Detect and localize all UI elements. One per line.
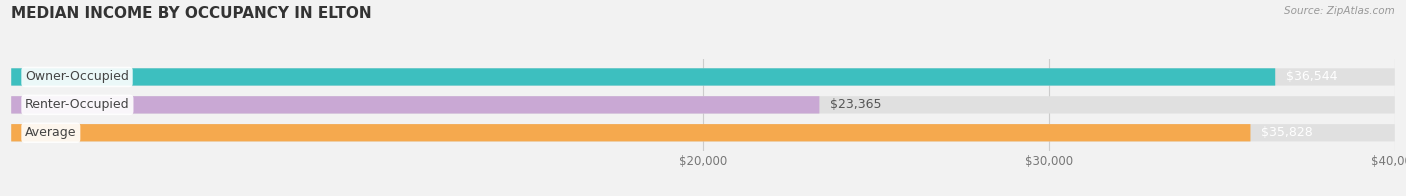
FancyBboxPatch shape: [11, 96, 1395, 113]
Text: Average: Average: [25, 126, 76, 139]
Text: $36,544: $36,544: [1285, 70, 1337, 83]
Text: Owner-Occupied: Owner-Occupied: [25, 70, 129, 83]
FancyBboxPatch shape: [11, 96, 820, 113]
Text: MEDIAN INCOME BY OCCUPANCY IN ELTON: MEDIAN INCOME BY OCCUPANCY IN ELTON: [11, 6, 371, 21]
FancyBboxPatch shape: [11, 68, 1275, 86]
Text: $35,828: $35,828: [1261, 126, 1313, 139]
FancyBboxPatch shape: [11, 68, 1395, 86]
Text: Source: ZipAtlas.com: Source: ZipAtlas.com: [1284, 6, 1395, 16]
FancyBboxPatch shape: [11, 124, 1250, 142]
Text: $23,365: $23,365: [830, 98, 882, 111]
FancyBboxPatch shape: [11, 124, 1395, 142]
Text: Renter-Occupied: Renter-Occupied: [25, 98, 129, 111]
